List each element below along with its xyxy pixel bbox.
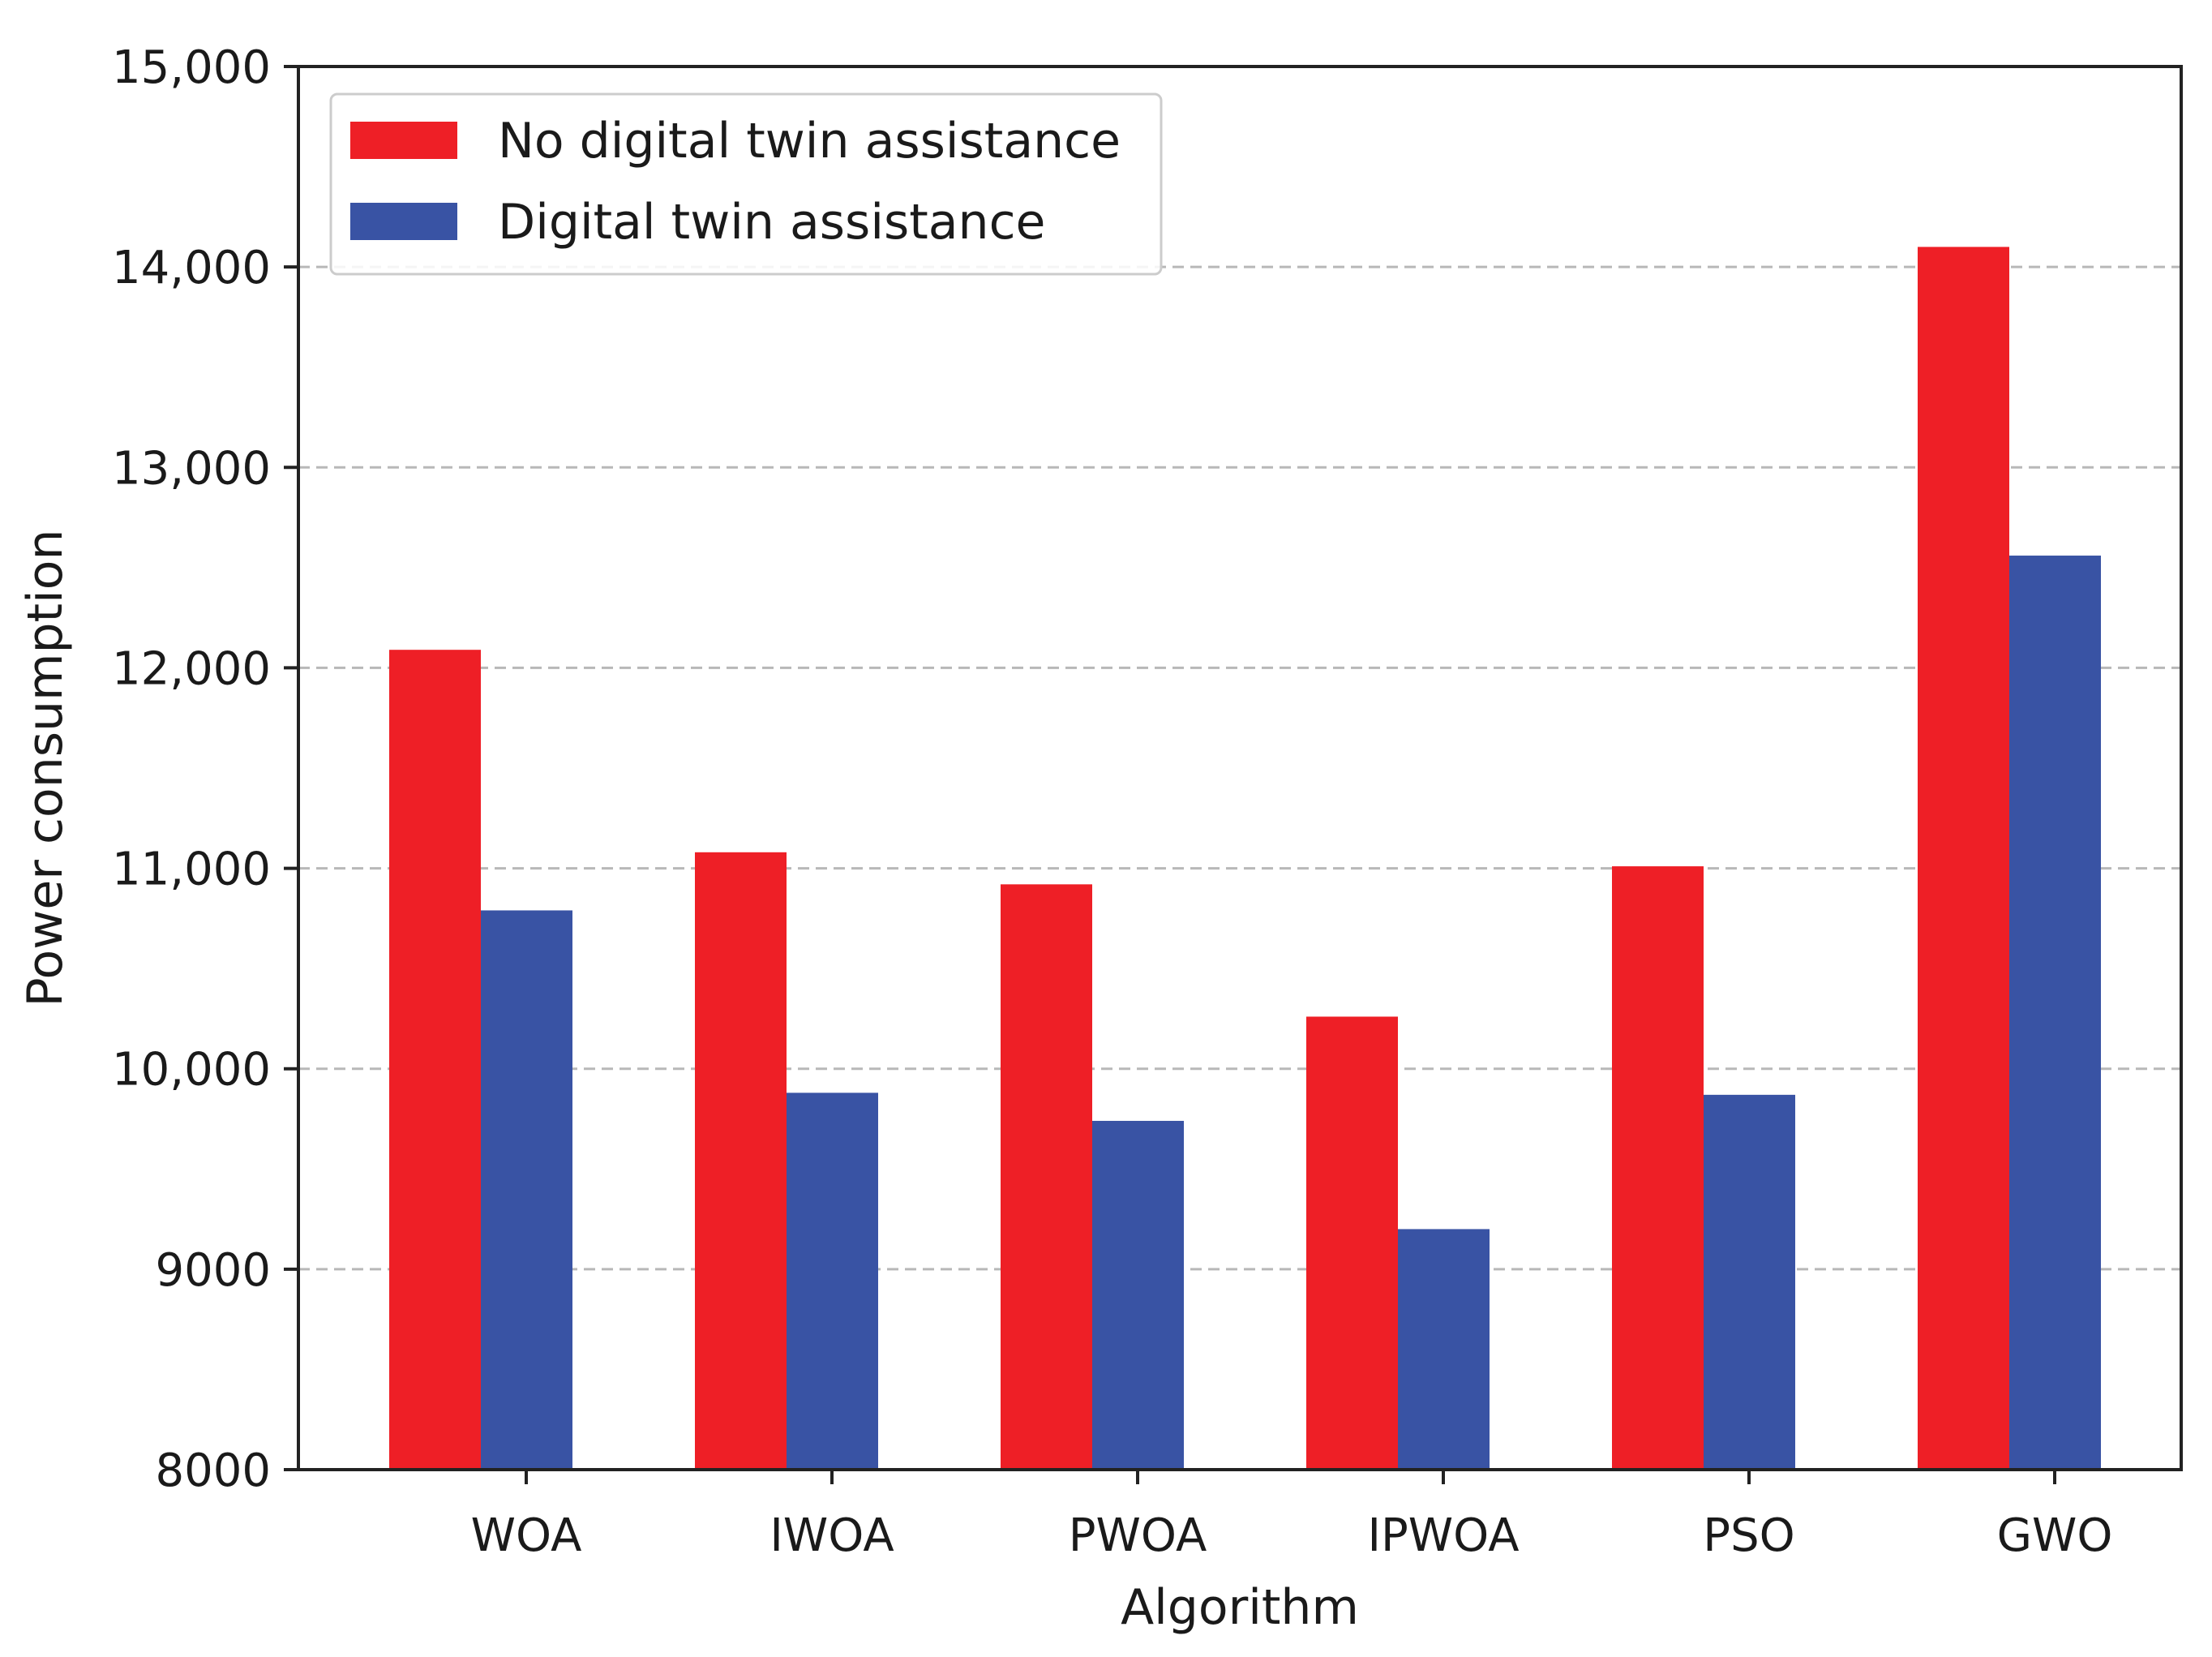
y-tick-label: 15,000	[112, 41, 271, 94]
bar-no-digital-twin-ipwoa	[1306, 1016, 1398, 1470]
y-tick-label: 10,000	[112, 1044, 271, 1097]
x-axis-ticks: WOA IWOA PWOA IPWOA PSO GWO	[471, 1470, 2113, 1562]
y-tick-label: 8000	[155, 1445, 271, 1497]
bar-digital-twin-pso	[1704, 1094, 1795, 1470]
bar-no-digital-twin-iwoa	[695, 852, 787, 1470]
legend: No digital twin assistance Digital twin …	[329, 92, 1163, 276]
y-tick-label: 13,000	[112, 442, 271, 495]
legend-swatch-no-digital-twin	[350, 122, 457, 159]
y-tick-label: 12,000	[112, 642, 271, 695]
bar-digital-twin-gwo	[2009, 556, 2101, 1470]
y-axis-ticks: 8000 9000 10,000 11,000 12,000 13,000 14,000 15…	[112, 41, 298, 1497]
grid-lines	[298, 265, 2181, 1271]
plot-frame	[297, 65, 2183, 1471]
x-tick-label: IWOA	[769, 1509, 894, 1562]
x-tick-label: PSO	[1703, 1509, 1794, 1562]
x-tick-label: IPWOA	[1367, 1509, 1519, 1562]
bar-digital-twin-iwoa	[787, 1093, 878, 1470]
legend-label-no-digital-twin: No digital twin assistance	[498, 113, 1121, 170]
bar-no-digital-twin-woa	[389, 650, 481, 1470]
legend-box	[329, 92, 1163, 276]
legend-label-digital-twin: Digital twin assistance	[498, 194, 1045, 251]
bars	[389, 247, 2101, 1470]
y-tick-label: 9000	[155, 1244, 271, 1297]
x-tick-label: GWO	[1997, 1509, 2113, 1562]
bar-no-digital-twin-gwo	[1918, 247, 2009, 1470]
bar-no-digital-twin-pso	[1612, 866, 1704, 1470]
y-tick-label: 11,000	[112, 844, 271, 896]
y-axis-title: Power consumption	[17, 530, 74, 1007]
x-tick-label: PWOA	[1069, 1509, 1207, 1562]
x-tick-label: WOA	[471, 1509, 582, 1562]
bar-digital-twin-pwoa	[1092, 1120, 1184, 1470]
bar-no-digital-twin-pwoa	[1001, 884, 1092, 1470]
bar-digital-twin-ipwoa	[1398, 1229, 1490, 1470]
legend-swatch-digital-twin	[350, 203, 457, 240]
y-tick-label: 14,000	[112, 242, 271, 294]
x-axis-title: Algorithm	[1121, 1579, 1359, 1636]
bar-digital-twin-woa	[481, 910, 572, 1470]
